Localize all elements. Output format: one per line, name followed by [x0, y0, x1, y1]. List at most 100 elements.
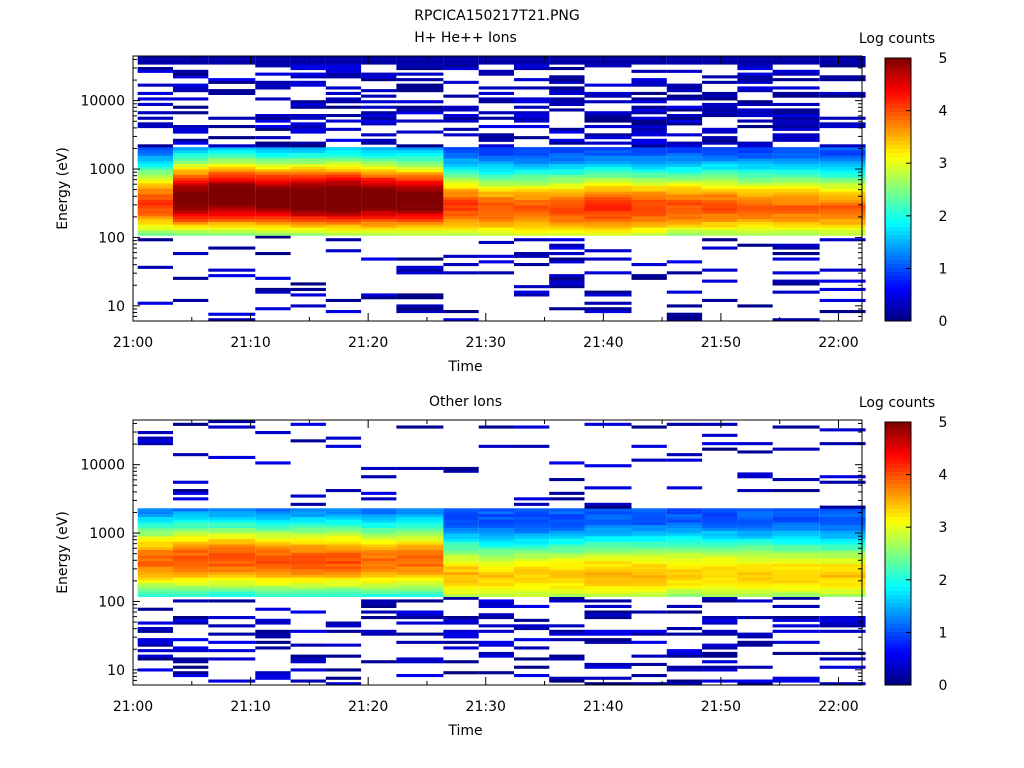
heatmap-cell — [702, 224, 738, 228]
heatmap-cell — [478, 582, 514, 586]
colorbar-swatch — [885, 136, 911, 141]
heatmap-cell — [325, 196, 362, 200]
heatmap-cell — [772, 147, 820, 151]
heatmap-cell — [772, 158, 820, 162]
heatmap-cell — [478, 588, 514, 592]
heatmap-cell — [819, 152, 866, 156]
heatmap-cell — [584, 232, 632, 236]
heatmap-cell — [137, 158, 173, 162]
heatmap-cell — [396, 216, 444, 220]
heatmap-cell — [173, 497, 209, 501]
heatmap-cell — [255, 213, 291, 217]
heatmap-cell — [631, 133, 667, 137]
heatmap-cell — [443, 616, 479, 620]
heatmap-cell — [208, 511, 256, 515]
heatmap-cell — [255, 574, 291, 578]
heatmap-cell — [208, 527, 256, 531]
heatmap-cell — [666, 169, 703, 173]
heatmap-cell — [666, 610, 703, 614]
heatmap-cell — [208, 199, 256, 203]
colorbar-swatch — [885, 292, 911, 297]
heatmap-cell — [549, 216, 585, 220]
heatmap-cell — [325, 508, 362, 512]
heatmap-cell — [443, 618, 479, 622]
heatmap-cell — [737, 513, 773, 517]
heatmap-cell — [443, 254, 479, 258]
heatmap-cell — [631, 232, 667, 236]
heatmap-cell — [819, 56, 866, 60]
heatmap-cell — [514, 547, 550, 551]
heatmap-cell — [173, 252, 209, 256]
heatmap-cell — [325, 127, 362, 131]
heatmap-cell — [478, 571, 514, 575]
heatmap-cell — [255, 136, 291, 140]
heatmap-cell — [290, 216, 326, 220]
heatmap-cell — [819, 194, 866, 198]
heatmap-cell — [702, 618, 738, 622]
heatmap-cell — [666, 549, 703, 553]
heatmap-cell — [325, 541, 362, 545]
heatmap-cell — [396, 130, 444, 134]
heatmap-cell — [549, 591, 585, 595]
heatmap-cell — [666, 229, 703, 233]
heatmap-cell — [737, 180, 773, 184]
heatmap-cell — [631, 191, 667, 195]
heatmap-cell — [443, 591, 479, 595]
heatmap-cell — [255, 169, 291, 173]
heatmap-cell — [666, 511, 703, 515]
heatmap-cell — [137, 56, 173, 60]
heatmap-cell — [478, 216, 514, 220]
heatmap-cell — [549, 533, 585, 537]
heatmap-cell — [173, 657, 209, 661]
heatmap-cell — [737, 665, 773, 669]
heatmap-cell — [443, 538, 479, 542]
heatmap-cell — [772, 585, 820, 589]
heatmap-cell — [737, 80, 773, 84]
colorbar-swatch — [885, 62, 911, 67]
heatmap-cell — [514, 530, 550, 534]
heatmap-cell — [396, 174, 444, 178]
heatmap-cell — [631, 574, 667, 578]
heatmap-cell — [514, 116, 550, 120]
heatmap-cell — [396, 544, 444, 548]
heatmap-cell — [137, 218, 173, 222]
heatmap-cell — [631, 78, 667, 82]
heatmap-cell — [290, 227, 326, 231]
heatmap-cell — [290, 102, 326, 106]
heatmap-cell — [208, 218, 256, 222]
heatmap-cell — [173, 555, 209, 559]
heatmap-cell — [737, 185, 773, 189]
heatmap-cell — [325, 202, 362, 206]
heatmap-cell — [137, 566, 173, 570]
heatmap-cell — [396, 232, 444, 236]
colorbar-tick-label: 5 — [939, 415, 948, 431]
heatmap-cell — [325, 177, 362, 181]
colorbar-swatch — [885, 549, 911, 554]
heatmap-cell — [173, 519, 209, 523]
heatmap-cell — [772, 535, 820, 539]
heatmap-cell — [255, 571, 291, 575]
heatmap-cell — [584, 638, 632, 642]
heatmap-cell — [255, 591, 291, 595]
y-tick-label: 100 — [98, 594, 125, 610]
heatmap-cell — [514, 64, 550, 68]
heatmap-cell — [361, 547, 397, 551]
heatmap-cell — [396, 563, 444, 567]
colorbar-swatch — [885, 58, 911, 63]
heatmap-cell — [478, 508, 514, 512]
heatmap-cell — [514, 569, 550, 573]
heatmap-cell — [819, 207, 866, 211]
heatmap-cell — [772, 478, 820, 482]
heatmap-cell — [514, 558, 550, 562]
heatmap-cell — [325, 75, 362, 79]
panel-title: Other Ions — [429, 394, 502, 410]
heatmap-cell — [290, 105, 326, 109]
heatmap-cell — [290, 577, 326, 581]
heatmap-cell — [255, 61, 291, 65]
heatmap-cell — [290, 524, 326, 528]
colorbar-swatch — [885, 119, 911, 125]
heatmap-cell — [443, 263, 479, 267]
heatmap-cell — [255, 116, 291, 120]
heatmap-cell — [208, 210, 256, 214]
heatmap-cell — [478, 111, 514, 115]
